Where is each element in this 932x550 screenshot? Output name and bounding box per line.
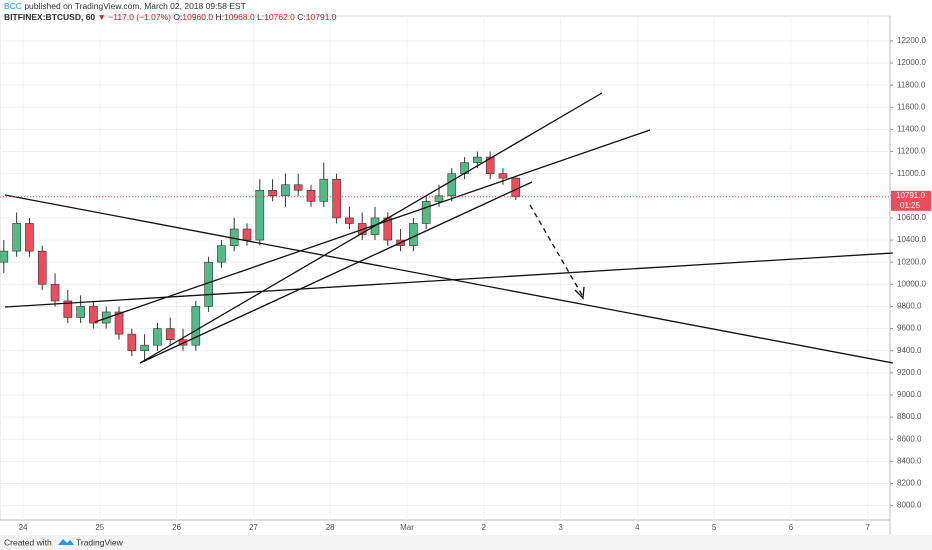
y-tick-label: 8800.0 <box>897 412 922 421</box>
trend-line <box>4 252 894 308</box>
l-value: 10762.0 <box>264 12 295 22</box>
grid <box>0 16 893 520</box>
candle-body <box>127 333 137 352</box>
y-tick-label: 8400.0 <box>897 456 922 465</box>
o-value: 10960.0 <box>182 12 213 22</box>
candle-body <box>63 300 73 318</box>
y-tick-label: 9400.0 <box>897 346 922 355</box>
x-tick-label: 2 <box>482 523 487 532</box>
candle-body <box>178 339 188 346</box>
candle-body <box>89 306 98 324</box>
y-tick-label: 10600.0 <box>897 213 926 222</box>
change-value: −117.0 (−1.07%) <box>108 12 171 22</box>
y-tick-label: 10000.0 <box>897 279 926 288</box>
y-tick-label: 9600.0 <box>897 324 922 333</box>
candle-body <box>345 217 354 224</box>
y-tick-label: 11600.0 <box>897 102 926 111</box>
candle-body <box>281 184 290 197</box>
change: ▼ −117.0 (−1.07%) <box>98 12 172 22</box>
l-label: L: <box>257 12 264 22</box>
footer <box>0 535 932 550</box>
x-tick-label: 27 <box>249 523 258 532</box>
x-tick-label: 24 <box>19 523 28 532</box>
candle-body <box>421 201 431 224</box>
candle-body <box>140 344 149 352</box>
h-value: 10968.0 <box>224 12 255 22</box>
candle-body <box>191 306 201 346</box>
x-tick-label: 5 <box>712 523 717 532</box>
x-tick-label: 4 <box>635 523 640 532</box>
candle-body <box>37 250 47 285</box>
c-label: C: <box>297 12 306 22</box>
c-value: 10791.0 <box>306 12 337 22</box>
x-tick-label: 6 <box>789 523 794 532</box>
last-price-label: 10791.0 <box>896 191 925 200</box>
y-tick-label: 10200.0 <box>897 257 926 266</box>
candle-body <box>12 223 21 252</box>
x-tick-label: 28 <box>326 523 335 532</box>
candle-body <box>25 223 34 252</box>
x-tick-label: 3 <box>558 523 563 532</box>
candle-body <box>511 177 521 198</box>
last-price-box <box>891 190 931 211</box>
countdown: 01:25 <box>900 201 921 210</box>
arrow-head <box>574 286 585 300</box>
candle-body <box>165 328 175 340</box>
candle-body <box>293 184 303 191</box>
y-tick-label: 12200.0 <box>897 36 926 45</box>
x-tick-label: Mar <box>400 523 414 532</box>
h-label: H: <box>215 12 224 22</box>
y-tick-label: 10400.0 <box>897 235 926 244</box>
candle-body <box>434 195 444 202</box>
candle-body <box>485 156 495 174</box>
y-tick-label: 9000.0 <box>897 390 922 399</box>
y-tick-label: 8000.0 <box>897 501 922 510</box>
symbol: BITFINEX:BTCUSD, 60 <box>4 12 95 22</box>
y-tick-label: 11800.0 <box>897 80 926 89</box>
x-tick-label: 26 <box>172 523 181 532</box>
trend-line <box>4 194 894 364</box>
candle-body <box>332 178 341 219</box>
y-tick-label: 8600.0 <box>897 434 922 443</box>
candle-body <box>498 173 508 179</box>
published: published on TradingView.com, March 02, … <box>24 1 245 11</box>
candle-body <box>409 223 418 246</box>
author: BCC <box>4 1 22 11</box>
candle-body <box>76 306 85 318</box>
candle-body <box>217 245 226 263</box>
header-line: BCC published on TradingView.com, March … <box>4 1 246 11</box>
plot-frame <box>0 15 891 521</box>
trend-line <box>94 129 651 323</box>
candle-body <box>473 156 482 163</box>
y-tick-label: 11200.0 <box>897 147 926 156</box>
y-tick-label: 8200.0 <box>897 479 922 488</box>
candle-body <box>0 250 9 263</box>
y-tick-label: 9200.0 <box>897 368 922 377</box>
candle-body <box>50 284 60 302</box>
x-tick-label: 25 <box>95 523 104 532</box>
candle-body <box>306 189 316 202</box>
y-tick-label: 11000.0 <box>897 169 926 178</box>
candle-body <box>242 228 252 241</box>
trend-line <box>139 92 603 364</box>
y-tick-label: 11400.0 <box>897 125 926 134</box>
symbol-line: BITFINEX:BTCUSD, 60 ▼ −117.0 (−1.07%) O:… <box>4 12 337 22</box>
o-label: O: <box>173 12 182 22</box>
brand-logo[interactable] <box>58 539 74 545</box>
x-tick-label: 7 <box>866 523 871 532</box>
y-tick-label: 9800.0 <box>897 302 922 311</box>
candle-body <box>319 178 329 202</box>
candle-body <box>268 189 277 197</box>
candle-body <box>255 189 265 241</box>
drawings <box>4 92 894 364</box>
footer-created: Created with <box>4 537 52 547</box>
candle-body <box>447 173 457 197</box>
candle-body <box>153 328 162 346</box>
candle-body <box>114 311 124 335</box>
footer-brand[interactable]: TradingView <box>76 537 124 547</box>
y-tick-label: 12000.0 <box>897 58 926 67</box>
trend-line <box>139 181 533 364</box>
